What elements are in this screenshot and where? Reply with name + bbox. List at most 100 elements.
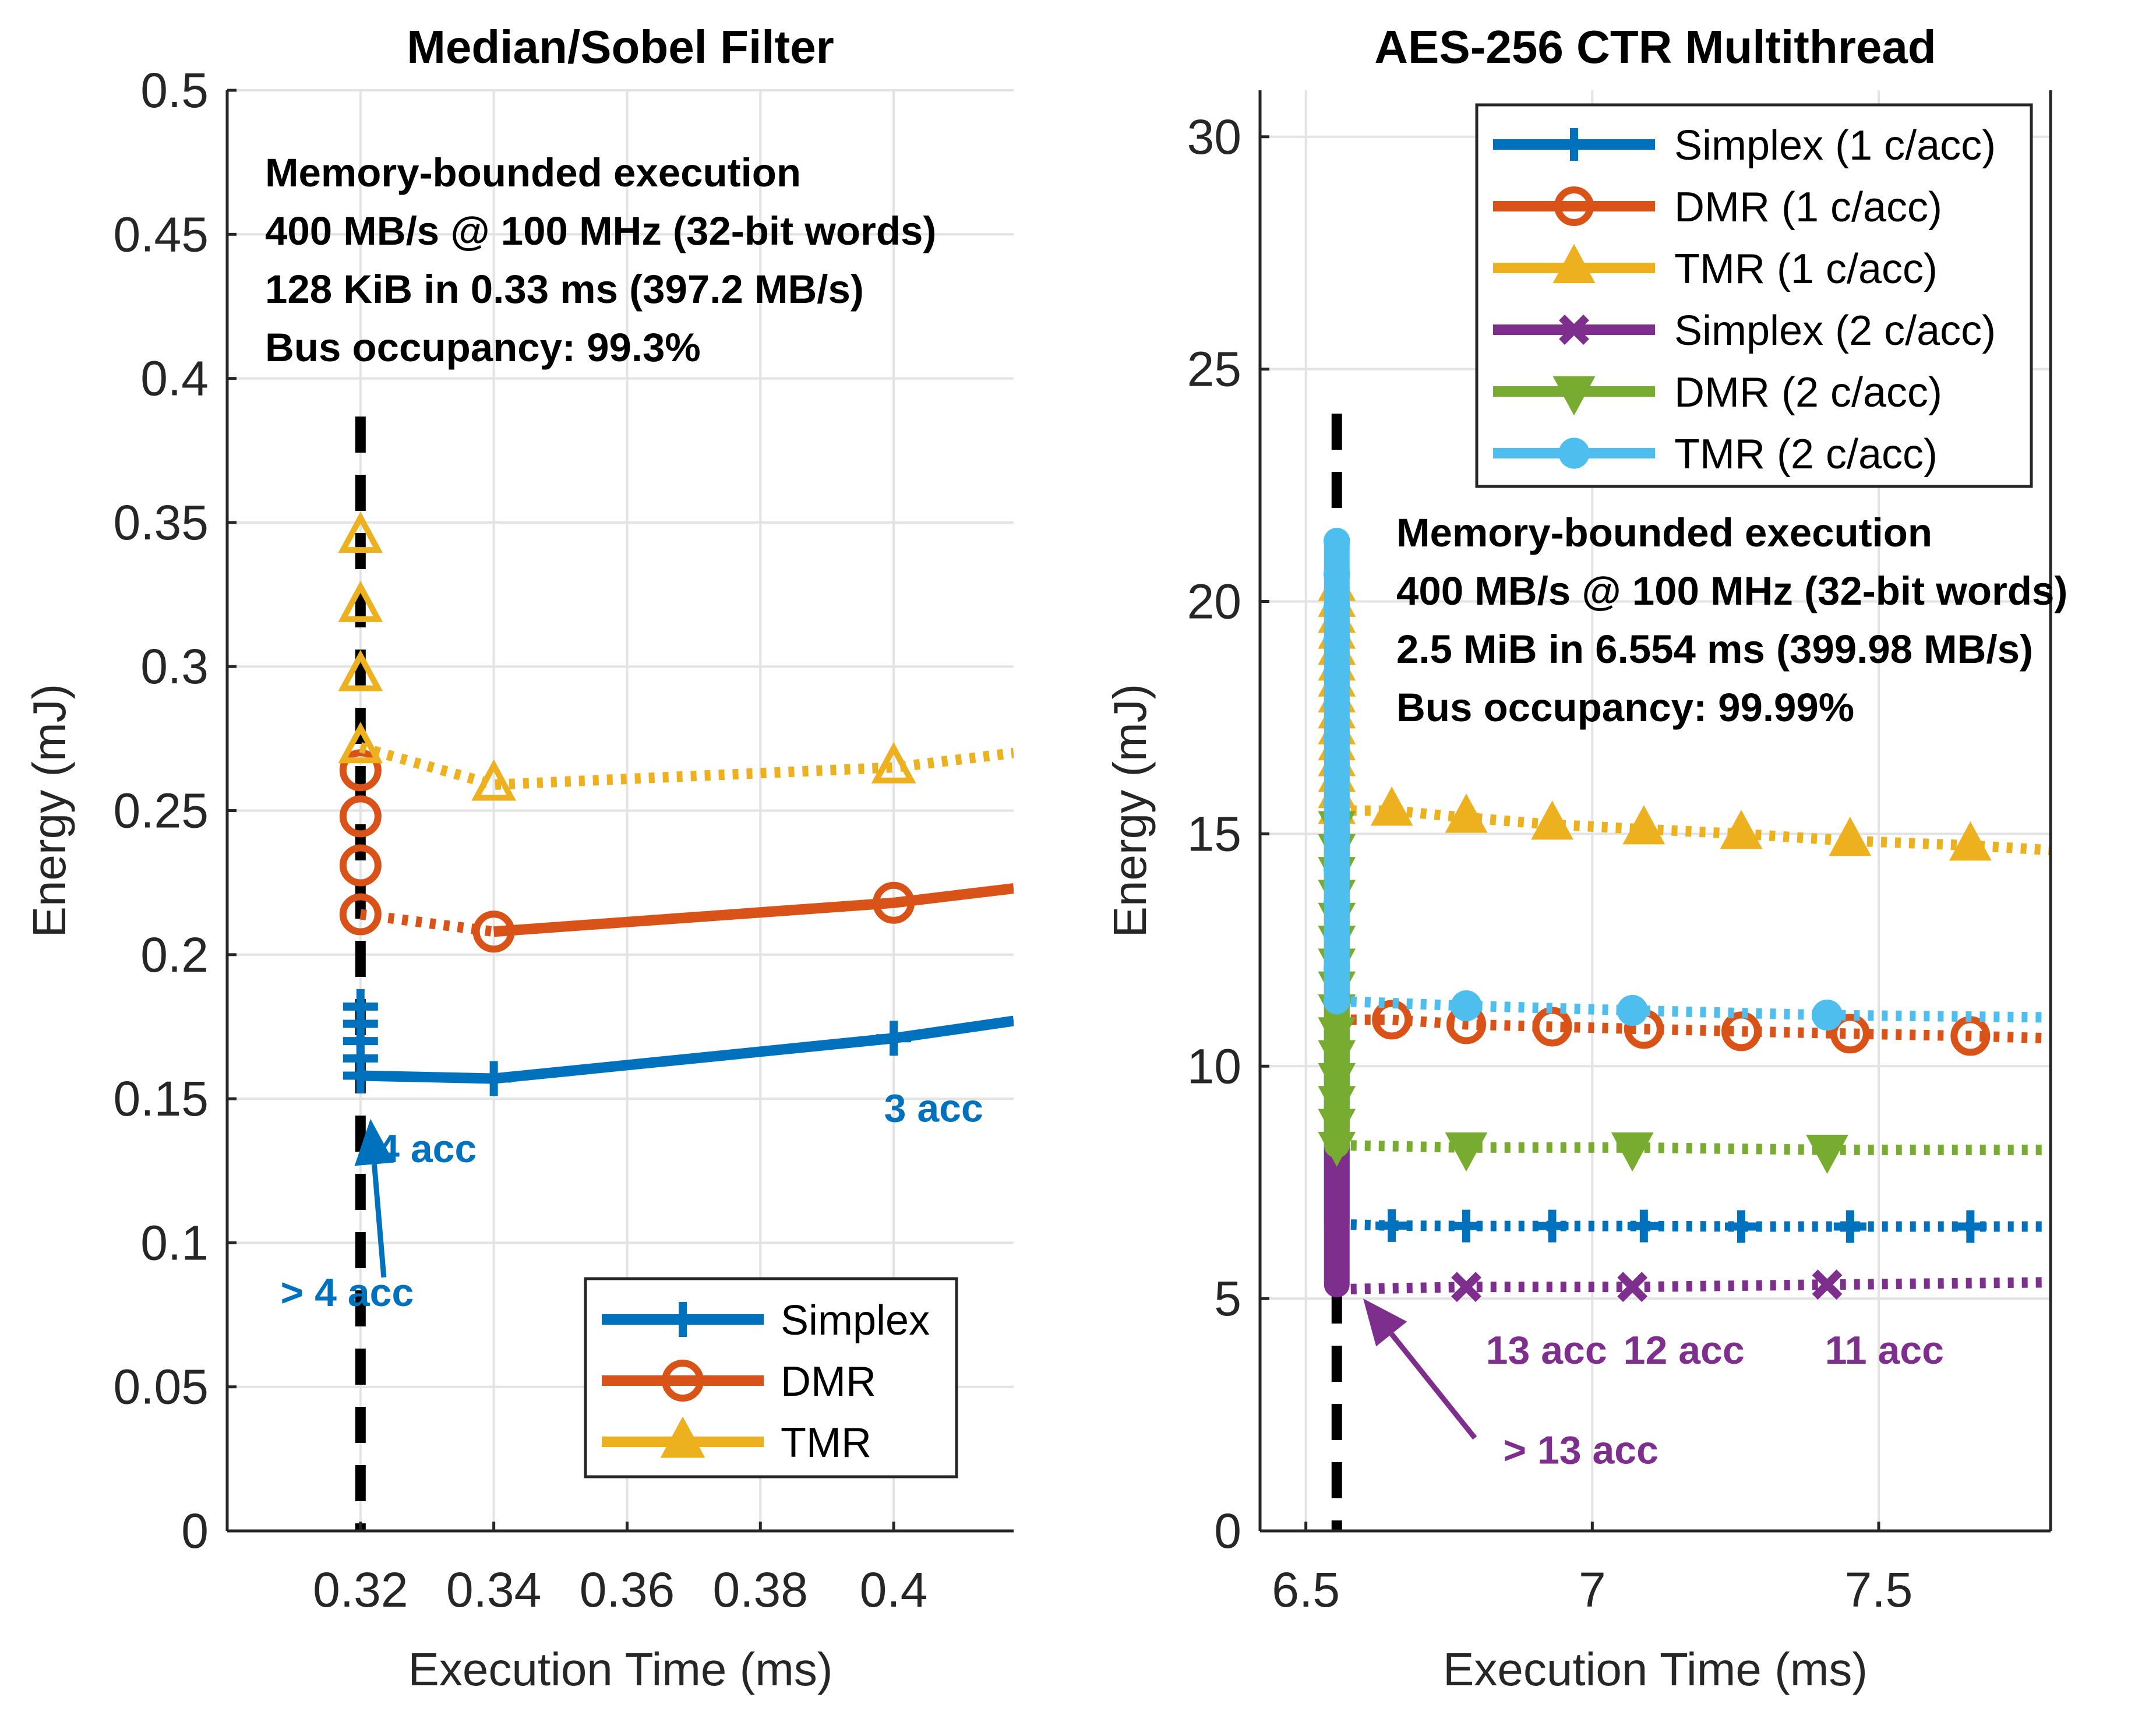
legend-entry: Simplex [602,1297,930,1344]
data-point [338,722,383,764]
ghost-point [339,749,382,792]
y-tick-label: 10 [1187,1039,1241,1093]
legend-marker [1558,128,1590,161]
data-point [343,1058,378,1093]
series-line-dotted [1336,1277,2051,1295]
arrow-shaft [372,1164,387,1278]
legend-marker [1554,186,1594,226]
series-line-dotted [359,742,1014,791]
x-tick-label: 7 [1579,1562,1606,1617]
y-tick-label: 5 [1214,1271,1241,1326]
annotation-line: 2.5 MiB in 6.554 ms (399.98 MB/s) [1396,627,2033,672]
annotation-line: 400 MB/s @ 100 MHz (32-bit words) [265,209,936,253]
data-point [1536,1209,1569,1243]
annotation-line: Bus occupancy: 99.3% [265,325,701,370]
legend-entry: Simplex (2 c/acc) [1493,308,1996,354]
legend-marker [1552,376,1596,416]
data-point [1954,1210,1987,1243]
data-point [1617,994,1648,1026]
x-axis-label: Execution Time (ms) [1443,1643,1868,1695]
legend: Simplex (1 c/acc) DMR (1 c/acc) TMR (1 c/a… [1475,103,2033,488]
y-tick-label: 0.35 [114,495,209,550]
cluster-marker [1323,659,1350,686]
legend-marker [665,1302,700,1337]
accelerator-count-label: 11 acc [1825,1328,1944,1372]
legend-marker [660,1416,705,1458]
accelerator-count-label: > 13 acc [1503,1428,1659,1472]
annotation-line: Bus occupancy: 99.99% [1396,685,1854,730]
legend-label: Simplex (2 c/acc) [1674,308,1996,354]
data-point [1532,1007,1572,1047]
plot-area [1318,414,2051,1531]
x-tick-label: 6.5 [1272,1562,1340,1617]
series-line-solid [493,883,1014,937]
series-line-dotted [1336,996,2051,1023]
series-tmr-2-c-acc- [1323,528,2051,1031]
y-tick-label: 15 [1187,806,1241,861]
cluster-marker [1323,725,1350,752]
cluster-marker [1323,626,1350,653]
ghost-point [338,511,383,553]
legend-label: Simplex (1 c/acc) [1674,122,1996,169]
series-line-dotted [1336,1219,2051,1232]
cluster-marker [1323,757,1350,785]
legend-entry: DMR [602,1358,876,1405]
legend-entry: TMR (1 c/acc) [1493,244,1938,292]
legend-label: DMR (1 c/acc) [1674,184,1942,231]
y-tick-label: 0.05 [114,1360,209,1414]
accelerator-count-label: 4 acc [377,1127,477,1171]
x-tick-label: 0.38 [713,1562,809,1617]
legend-label: TMR (2 c/acc) [1674,431,1938,478]
chart-title: AES-256 CTR Multithread [1374,21,1936,73]
legend-box [1475,103,2033,488]
y-axis-label: Energy (mJ) [1104,684,1156,938]
plot-area [338,417,1014,1531]
data-point [1830,1014,1870,1054]
data-point [1721,1011,1761,1051]
data-point [1811,999,1843,1031]
y-tick-label: 20 [1187,574,1241,629]
legend-entry: Simplex (1 c/acc) [1493,122,1996,169]
data-point [1725,1210,1758,1243]
x-tick-label: 0.4 [860,1562,928,1617]
y-tick-label: 0.3 [140,639,209,694]
legend-label: DMR (2 c/acc) [1674,369,1942,416]
data-point [1445,793,1488,833]
cluster-marker [1323,791,1350,817]
cluster-marker [1323,889,1350,916]
legend-label: DMR [781,1358,876,1405]
accelerator-count-label: 3 acc [884,1086,983,1131]
x-axis-label: Execution Time (ms) [408,1643,832,1695]
ghost-point [339,795,382,838]
accelerator-count-label: > 4 acc [281,1271,414,1315]
x-tick-label: 0.36 [580,1562,675,1617]
legend-entry: DMR (1 c/acc) [1493,184,1942,231]
y-tick-label: 0.15 [114,1071,209,1126]
y-axis-label: Energy (mJ) [23,684,75,938]
series-dmr-2-c-acc- [1318,811,2051,1174]
data-point [1372,1000,1412,1040]
data-point [1622,805,1665,845]
x-tick-label: 0.32 [313,1562,408,1617]
data-point [1829,817,1872,856]
legend-entry: DMR (2 c/acc) [1493,369,1942,416]
y-tick-label: 30 [1187,110,1241,164]
arrow-head [354,1118,394,1166]
annotation-line: 400 MB/s @ 100 MHz (32-bit words) [1396,569,2067,613]
data-point [1611,1132,1654,1172]
y-tick-label: 0.4 [140,351,209,406]
legend-label: TMR [781,1420,871,1466]
y-tick-label: 0 [1214,1504,1241,1558]
accelerator-count-label: 13 acc [1486,1328,1607,1372]
cluster-marker [1323,560,1350,588]
data-point [472,911,515,953]
cluster-marker [1323,823,1350,851]
legend: Simplex DMR TMR [584,1277,958,1478]
chart-title: Median/Sobel Filter [407,21,834,73]
accelerator-count-label: 12 acc [1624,1328,1745,1372]
y-tick-label: 0.1 [140,1215,209,1270]
data-point [1375,1209,1409,1242]
cluster-marker [1323,922,1350,949]
legend-marker [1558,437,1590,469]
data-point [471,759,517,801]
